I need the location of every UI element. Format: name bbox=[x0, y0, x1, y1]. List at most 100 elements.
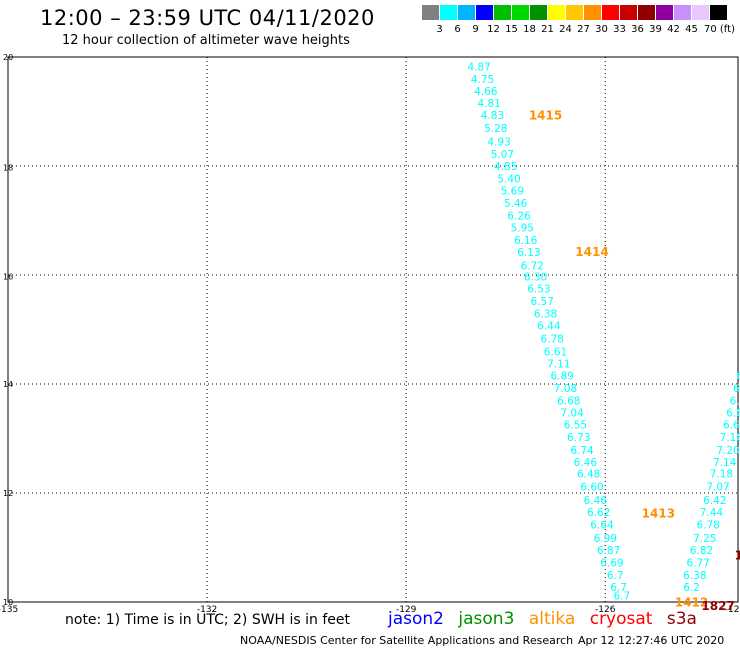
swh-point-pass1: 6.13 bbox=[517, 247, 540, 259]
color-swatch bbox=[602, 5, 619, 20]
color-swatch bbox=[566, 5, 583, 20]
swh-point-pass2: 7.18 bbox=[710, 469, 733, 481]
swh-point-pass1: 6.78 bbox=[540, 334, 563, 346]
swh-point-pass2: 6.42 bbox=[703, 495, 726, 507]
swh-point-pass1: 7.04 bbox=[560, 408, 584, 420]
swh-point-pass1: 6.68 bbox=[557, 396, 580, 408]
time-label: 1414 bbox=[575, 245, 608, 259]
color-swatch bbox=[656, 5, 673, 20]
swh-point-pass1: 6.38 bbox=[534, 309, 557, 321]
swh-point-pass2: 6.85 bbox=[726, 408, 740, 420]
x-tick-label: -124 bbox=[725, 605, 740, 615]
legend-jason2: jason2 bbox=[388, 609, 444, 629]
y-tick-label: 16 bbox=[3, 273, 13, 282]
swh-point-pass1: 6.7 bbox=[607, 570, 624, 582]
y-tick-label: 18 bbox=[3, 164, 13, 173]
legend-cryosat: cryosat bbox=[589, 609, 653, 629]
swh-point-pass1: 5.40 bbox=[497, 173, 520, 185]
color-swatch bbox=[476, 5, 493, 20]
swh-point-pass2: 7.18 bbox=[720, 432, 740, 444]
swh-point-pass2: 7.44 bbox=[700, 507, 724, 519]
time-label: 1412 bbox=[675, 595, 708, 609]
swh-point-pass1: 6.44 bbox=[537, 321, 561, 333]
color-swatch bbox=[710, 5, 727, 20]
swh-point-pass1: 6.73 bbox=[567, 432, 590, 444]
color-scale-label: 39 bbox=[649, 24, 662, 35]
swh-point-pass1: 6.53 bbox=[527, 283, 550, 295]
time-label: 1413 bbox=[642, 507, 675, 521]
swh-point-pass1: 6.72 bbox=[521, 261, 544, 273]
x-tick-label: -126 bbox=[595, 605, 616, 615]
color-scale-label: 18 bbox=[523, 24, 536, 35]
x-tick-label: -135 bbox=[0, 605, 18, 615]
color-swatch bbox=[638, 5, 655, 20]
swh-point-pass1: 6.30 bbox=[524, 271, 547, 283]
swh-point-pass1: 6.7 bbox=[610, 582, 627, 594]
color-swatch bbox=[620, 5, 637, 20]
color-swatch bbox=[548, 5, 565, 20]
note-text: note: 1) Time is in UTC; 2) SWH is in fe… bbox=[65, 612, 351, 628]
swh-point-pass2: 7.20 bbox=[716, 445, 739, 457]
swh-point-pass1: 4.75 bbox=[471, 74, 494, 86]
swh-point-pass1: 6.57 bbox=[531, 296, 554, 308]
x-tick-label: -129 bbox=[396, 605, 417, 615]
swh-point-pass1: 5.46 bbox=[504, 198, 528, 210]
swh-point-pass2: 7.25 bbox=[693, 533, 716, 545]
swh-point-pass1: 6.60 bbox=[580, 481, 603, 493]
y-tick-label: 10 bbox=[3, 598, 13, 607]
color-scale-label: 24 bbox=[559, 24, 572, 35]
color-scale-label: 9 bbox=[472, 24, 479, 35]
swh-point-pass1: 6.74 bbox=[570, 445, 594, 457]
swh-point-pass1: 4.83 bbox=[481, 110, 504, 122]
swh-point-pass1: 7.08 bbox=[554, 383, 577, 395]
plot-frame bbox=[7, 56, 739, 603]
swh-point-pass1: 7.11 bbox=[547, 359, 570, 371]
swh-point-pass1: 6.26 bbox=[507, 210, 531, 222]
swh-point-pass2: 6.2 bbox=[683, 582, 700, 594]
swh-point-pass1: 5.69 bbox=[501, 185, 524, 197]
y-tick-label: 12 bbox=[3, 489, 13, 498]
swh-point-pass1: 6.64 bbox=[590, 519, 614, 531]
swh-point-pass1: 5.95 bbox=[511, 222, 534, 234]
color-swatch bbox=[674, 5, 691, 20]
color-scale-label: 30 bbox=[595, 24, 608, 35]
swh-point-pass1: 6.46 bbox=[574, 457, 598, 469]
swh-point-pass1: 6.99 bbox=[594, 533, 617, 545]
swh-point-pass1: 6.48 bbox=[577, 469, 600, 481]
color-swatch bbox=[494, 5, 511, 20]
swh-point-pass1: 6.69 bbox=[600, 558, 623, 570]
swh-point-pass1: 6.46 bbox=[584, 495, 608, 507]
legend-jason3: jason3 bbox=[458, 609, 515, 629]
time-label: 1827 bbox=[701, 599, 734, 613]
color-scale-label: 42 bbox=[667, 24, 680, 35]
swh-point-pass2: 6.26 bbox=[733, 383, 740, 395]
credit-text: NOAA/NESDIS Center for Satellite Applica… bbox=[240, 634, 574, 647]
time-label: 1826 bbox=[735, 548, 740, 562]
swh-point-pass1: 4.85 bbox=[494, 161, 517, 173]
swh-point-pass1: 6.87 bbox=[597, 545, 620, 557]
swh-point-pass2: 6.62 bbox=[723, 420, 740, 432]
color-scale-label: 45 bbox=[685, 24, 698, 35]
swh-point-pass2: 6.82 bbox=[690, 545, 713, 557]
swh-point-pass2: 6.78 bbox=[696, 519, 719, 531]
swh-point-pass1: 4.66 bbox=[474, 86, 498, 98]
color-scale-label: 36 bbox=[631, 24, 644, 35]
swh-point-pass1: 6.89 bbox=[550, 371, 573, 383]
chart-subtitle: 12 hour collection of altimeter wave hei… bbox=[62, 33, 350, 48]
swh-point-pass1: 5.07 bbox=[491, 149, 514, 161]
color-scale-label: 27 bbox=[577, 24, 590, 35]
chart-title: 12:00 – 23:59 UTC 04/11/2020 bbox=[40, 6, 375, 30]
swh-point-pass1: 4.93 bbox=[487, 136, 510, 148]
color-swatch bbox=[584, 5, 601, 20]
color-scale-label: 12 bbox=[487, 24, 500, 35]
y-tick-label: 20 bbox=[3, 53, 13, 62]
color-swatch bbox=[692, 5, 709, 20]
swh-point-pass1: 6.55 bbox=[564, 420, 587, 432]
swh-point-pass1: 6.61 bbox=[544, 347, 567, 359]
swh-point-pass1: 6.62 bbox=[587, 507, 610, 519]
swh-point-pass1: 6.16 bbox=[514, 235, 538, 247]
color-swatch bbox=[530, 5, 547, 20]
color-swatch bbox=[458, 5, 475, 20]
timestamp-text: Apr 12 12:27:46 UTC 2020 bbox=[578, 634, 725, 647]
swh-point-pass2: 7.07 bbox=[706, 481, 729, 493]
